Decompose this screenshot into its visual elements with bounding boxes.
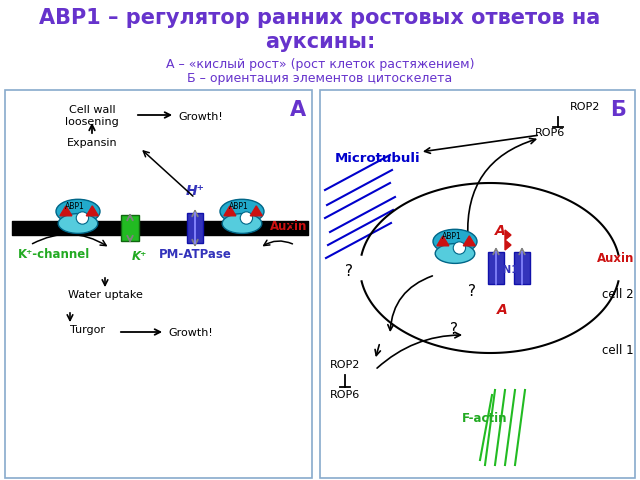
- Text: K⁺-channel: K⁺-channel: [18, 248, 90, 261]
- Text: Cell wall
loosening: Cell wall loosening: [65, 105, 119, 127]
- Text: А – «кислый рост» (рост клеток растяжением): А – «кислый рост» (рост клеток растяжени…: [166, 58, 474, 71]
- Bar: [488, 252, 504, 284]
- Text: ауксины:: ауксины:: [265, 32, 375, 52]
- Text: ?: ?: [345, 264, 353, 279]
- Text: ROP2: ROP2: [330, 360, 360, 370]
- Text: PM-ATPase: PM-ATPase: [159, 248, 232, 261]
- Circle shape: [240, 212, 253, 224]
- Text: ABP1: ABP1: [442, 232, 461, 241]
- Polygon shape: [463, 236, 476, 246]
- Text: ROP6: ROP6: [535, 128, 565, 138]
- Polygon shape: [505, 240, 511, 250]
- Text: A: A: [495, 224, 506, 238]
- Ellipse shape: [435, 244, 475, 264]
- Text: K⁺: K⁺: [132, 250, 147, 263]
- Ellipse shape: [56, 199, 100, 224]
- Ellipse shape: [222, 214, 262, 233]
- Text: ABP1: ABP1: [65, 202, 84, 211]
- Ellipse shape: [220, 199, 264, 224]
- Text: cell 2: cell 2: [602, 288, 634, 301]
- Ellipse shape: [58, 214, 98, 233]
- Text: ?: ?: [16, 225, 24, 240]
- Bar: [121, 215, 139, 241]
- Bar: [514, 252, 530, 284]
- Text: Turgor: Turgor: [70, 325, 105, 335]
- Text: ABP1: ABP1: [229, 202, 248, 211]
- Text: Б – ориентация элементов цитоскелета: Б – ориентация элементов цитоскелета: [188, 72, 452, 85]
- Text: Expansin: Expansin: [67, 138, 117, 148]
- Text: Growth!: Growth!: [168, 328, 212, 338]
- Text: Water uptake: Water uptake: [68, 290, 143, 300]
- Text: Auxin: Auxin: [596, 252, 634, 264]
- Bar: [5, 90, 312, 478]
- Text: ?: ?: [468, 285, 476, 300]
- Polygon shape: [86, 206, 99, 216]
- Ellipse shape: [433, 229, 477, 253]
- Text: Б: Б: [610, 100, 626, 120]
- Text: Growth!: Growth!: [178, 112, 223, 122]
- Text: A: A: [290, 100, 306, 120]
- Polygon shape: [224, 206, 236, 216]
- Text: ?: ?: [450, 323, 458, 337]
- Text: ROP2: ROP2: [570, 102, 600, 112]
- Text: PIN1: PIN1: [492, 265, 519, 275]
- Bar: [320, 90, 635, 478]
- Polygon shape: [505, 230, 511, 240]
- Text: ?: ?: [287, 225, 295, 240]
- Bar: [187, 213, 203, 243]
- Circle shape: [453, 242, 465, 254]
- Text: A: A: [497, 303, 508, 317]
- Text: Microtubuli: Microtubuli: [335, 152, 420, 165]
- Text: ROP6: ROP6: [330, 390, 360, 400]
- Text: Auxin: Auxin: [269, 220, 307, 233]
- Polygon shape: [437, 236, 449, 246]
- Polygon shape: [60, 206, 72, 216]
- Text: cell 1: cell 1: [602, 344, 634, 357]
- Circle shape: [76, 212, 88, 224]
- Text: H⁺: H⁺: [186, 184, 205, 198]
- Text: F-actin: F-actin: [462, 411, 508, 424]
- Polygon shape: [250, 206, 262, 216]
- Text: АВР1 – регулятор ранних ростовых ответов на: АВР1 – регулятор ранних ростовых ответов…: [40, 8, 600, 28]
